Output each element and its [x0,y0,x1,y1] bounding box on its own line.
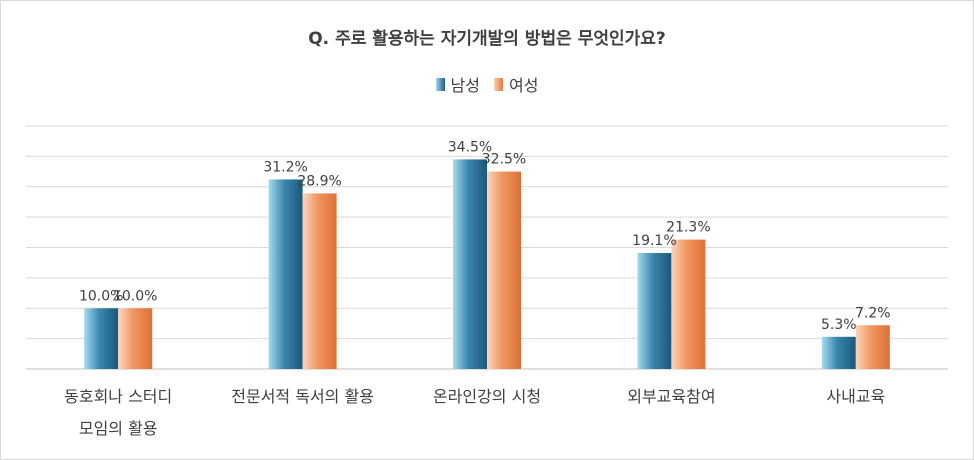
bar-male-3 [637,252,672,369]
data-label-female-2: 32.5% [482,152,526,168]
bar-female-1 [302,193,337,369]
legend-swatch-male [435,77,445,91]
chart-title: Q. 주로 활용하는 자기개발의 방법은 무엇인가요? [308,29,666,49]
chart-legend: 남성 여성 [0,72,974,96]
category-label-2: 온라인강의 시청 [433,387,541,406]
data-label-female-0: 10.0% [113,288,157,304]
bar-female-0 [118,308,153,369]
data-label-male-0: 10.0% [79,288,123,304]
bar-female-3 [671,239,706,369]
bar-male-2 [453,159,487,369]
bar-male-0 [84,308,119,369]
legend-label-female: 여성 [509,76,539,95]
category-label-0-line-1: 모임의 활용 [79,419,158,438]
bar-male-1 [268,179,303,369]
data-label-female-3: 21.3% [666,220,710,236]
data-label-male-1: 31.2% [263,159,307,175]
legend-item-female: 여성 [494,72,538,96]
bars [84,159,890,369]
legend-item-male: 남성 [435,72,480,96]
bar-male-4 [821,336,856,369]
data-label-female-4: 7.2% [855,305,891,321]
legend-swatch-female [494,77,503,91]
data-labels: 10.0%10.0% 31.2%28.9% 34.5%32.5% 19.1%21.3%… [79,139,891,332]
data-label-male-3: 19.1% [632,233,676,249]
legend-label-male: 남성 [450,76,480,95]
data-label-male-2: 34.5% [448,139,492,155]
data-label-female-1: 28.9% [297,173,341,189]
data-label-male-4: 5.3% [821,317,857,333]
bar-female-4 [855,325,890,369]
category-label-4: 사내교육 [826,387,885,406]
bar-female-2 [487,171,521,369]
category-label-1: 전문서적 독서의 활용 [231,387,374,406]
category-label-0-line-0: 동호회나 스터디 [64,387,172,406]
category-label-3: 외부교육참여 [627,387,715,406]
